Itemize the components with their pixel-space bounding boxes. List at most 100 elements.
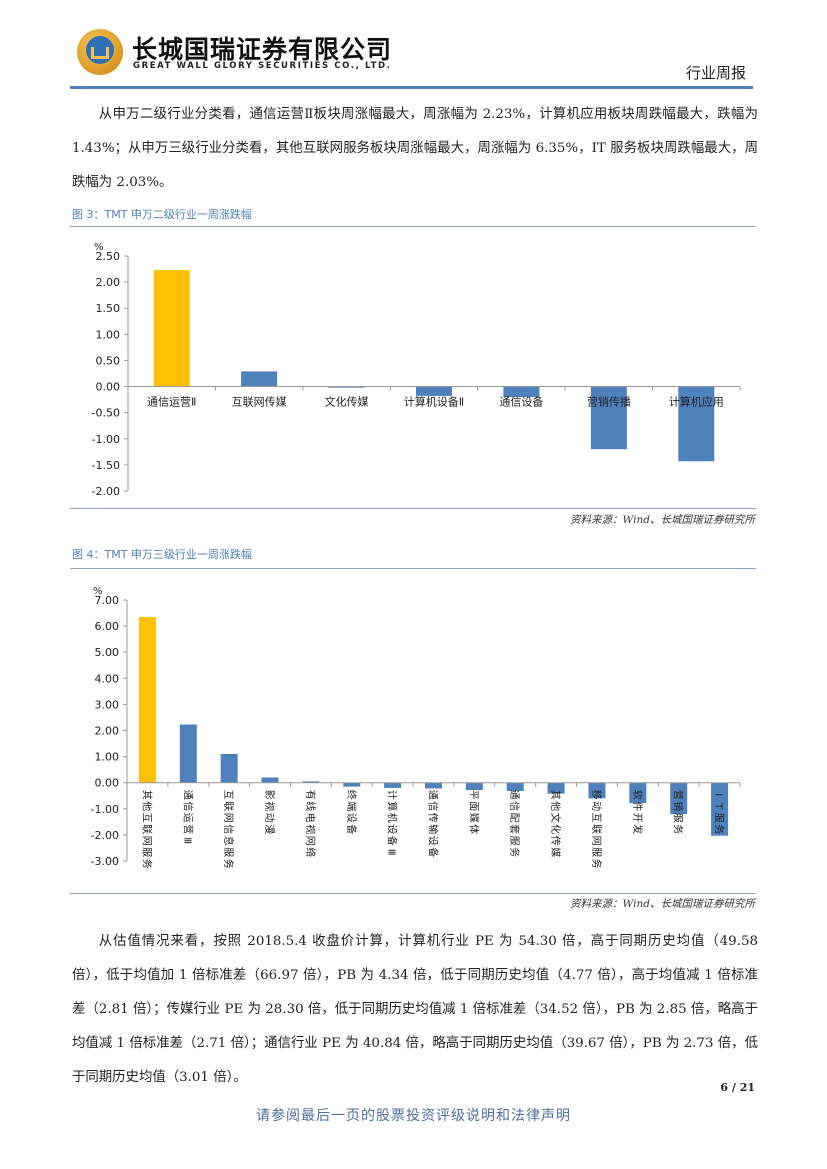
figure3-source: 资料来源：Wind、长城国瑞证券研究所 xyxy=(570,514,755,526)
svg-text:营销传播: 营销传播 xyxy=(587,395,631,409)
chart-bar xyxy=(588,782,606,799)
svg-text:平: 平 xyxy=(467,790,478,800)
chart-bar xyxy=(179,724,197,783)
figure4-source: 资料来源：Wind、长城国瑞证券研究所 xyxy=(570,898,755,910)
svg-text:络: 络 xyxy=(304,847,317,857)
svg-text:设: 设 xyxy=(427,836,439,846)
svg-text:开: 开 xyxy=(631,813,642,823)
paragraph-text: 从申万二级行业分类看，通信运营Ⅱ板块周涨幅最大，周涨幅为 2.23%，计算机应用… xyxy=(72,107,758,190)
svg-text:网: 网 xyxy=(140,836,152,846)
svg-text:互: 互 xyxy=(222,790,234,800)
svg-text:%: % xyxy=(94,242,104,253)
svg-text:传: 传 xyxy=(427,813,439,823)
chart-bar xyxy=(328,386,365,388)
paragraph-valuation: 从估值情况来看，按照 2018.5.4 收盘价计算，计算机行业 PE 为 54.… xyxy=(72,925,758,1095)
paragraph-industry-summary: 从申万二级行业分类看，通信运营Ⅱ板块周涨幅最大，周涨幅为 2.23%，计算机应用… xyxy=(72,98,758,200)
svg-text:2.00: 2.00 xyxy=(96,276,121,289)
svg-text:化: 化 xyxy=(549,824,562,834)
chart-bar xyxy=(302,781,320,783)
svg-text:务: 务 xyxy=(713,824,726,834)
svg-text:0.50: 0.50 xyxy=(96,354,121,367)
svg-text:面: 面 xyxy=(467,801,478,811)
svg-text:传: 传 xyxy=(549,836,561,846)
chart-bar xyxy=(547,782,565,794)
svg-text:营: 营 xyxy=(181,824,194,834)
svg-text:信: 信 xyxy=(508,801,520,811)
svg-text:互: 互 xyxy=(590,813,602,823)
svg-text:备: 备 xyxy=(345,824,358,834)
svg-text:%: % xyxy=(93,586,103,597)
svg-text:务: 务 xyxy=(672,824,685,834)
svg-text:务: 务 xyxy=(222,859,235,869)
svg-text:文化传媒: 文化传媒 xyxy=(325,395,369,409)
chart-bar xyxy=(261,777,279,783)
svg-text:通信设备: 通信设备 xyxy=(499,395,543,409)
svg-text:设: 设 xyxy=(386,824,398,834)
svg-text:5.00: 5.00 xyxy=(95,646,120,659)
svg-text:网: 网 xyxy=(222,813,234,823)
chart-bar xyxy=(241,371,278,387)
svg-text:件: 件 xyxy=(631,801,643,811)
svg-text:7.00: 7.00 xyxy=(95,594,120,607)
svg-text:其: 其 xyxy=(140,790,152,800)
figure3-top-rule xyxy=(70,226,756,227)
chart-bar xyxy=(711,782,729,836)
svg-text:发: 发 xyxy=(631,824,644,834)
svg-text:务: 务 xyxy=(590,859,603,869)
svg-text:互: 互 xyxy=(140,813,152,823)
svg-text:软: 软 xyxy=(631,790,644,800)
chart-bar xyxy=(678,386,715,462)
svg-text:-1.50: -1.50 xyxy=(92,459,120,472)
svg-text:-1.00: -1.00 xyxy=(91,803,119,816)
svg-text:文: 文 xyxy=(549,813,562,823)
footer-disclaimer: 请参阅最后一页的股票投资评级说明和法律声明 xyxy=(256,1108,571,1124)
svg-text:有: 有 xyxy=(304,790,317,800)
svg-text:视: 视 xyxy=(263,801,276,811)
chart-bar xyxy=(590,386,627,450)
chart-bar xyxy=(220,753,238,783)
svg-text:2.50: 2.50 xyxy=(96,250,121,263)
svg-text:信: 信 xyxy=(222,824,234,834)
svg-text:-3.00: -3.00 xyxy=(91,855,119,868)
svg-text:线: 线 xyxy=(304,801,317,811)
svg-text:备: 备 xyxy=(386,836,399,846)
figure3-bottom-rule xyxy=(70,508,756,509)
svg-text:通: 通 xyxy=(508,790,520,800)
svg-text:通: 通 xyxy=(427,790,439,800)
chart-bar xyxy=(384,782,402,788)
svg-text:计算机应用: 计算机应用 xyxy=(669,395,724,409)
svg-text:设: 设 xyxy=(345,813,357,823)
svg-text:-0.50: -0.50 xyxy=(92,407,120,420)
svg-text:运: 运 xyxy=(181,813,193,823)
svg-text:互联网传媒: 互联网传媒 xyxy=(232,396,287,409)
svg-text:他: 他 xyxy=(140,801,153,811)
paragraph-text: 从估值情况来看，按照 2018.5.4 收盘价计算，计算机行业 PE 为 54.… xyxy=(72,934,758,1085)
svg-text:电: 电 xyxy=(304,813,317,823)
svg-text:输: 输 xyxy=(427,824,440,834)
svg-text:通: 通 xyxy=(181,790,193,800)
figure4-top-rule xyxy=(70,568,756,569)
svg-text:2.00: 2.00 xyxy=(95,725,120,738)
svg-text:服: 服 xyxy=(590,847,602,857)
svg-text:信: 信 xyxy=(427,801,439,811)
svg-text:机: 机 xyxy=(386,813,399,823)
figure3-title: 图 3：TMT 申万二级行业一周涨跌幅 xyxy=(72,208,252,221)
chart-bar xyxy=(506,782,524,792)
svg-text:计: 计 xyxy=(386,790,399,800)
svg-text:动: 动 xyxy=(590,801,602,811)
svg-text:终: 终 xyxy=(345,790,358,800)
chart-bar xyxy=(425,782,442,789)
great-wall-logo-icon xyxy=(77,29,123,75)
svg-text:套: 套 xyxy=(508,824,521,834)
svg-text:-1.00: -1.00 xyxy=(92,433,120,446)
svg-text:影: 影 xyxy=(263,790,275,800)
chart-bar xyxy=(416,386,452,396)
svg-text:务: 务 xyxy=(140,859,153,869)
svg-text:媒: 媒 xyxy=(467,813,479,823)
chart-bar xyxy=(343,782,361,787)
svg-text:1.00: 1.00 xyxy=(95,751,120,764)
company-name-en: GREAT WALL GLORY SECURITIES CO., LTD. xyxy=(133,61,392,71)
svg-text:其: 其 xyxy=(549,790,561,800)
chart-bar xyxy=(670,782,688,815)
svg-text:计算机设备Ⅱ: 计算机设备Ⅱ xyxy=(404,395,464,409)
